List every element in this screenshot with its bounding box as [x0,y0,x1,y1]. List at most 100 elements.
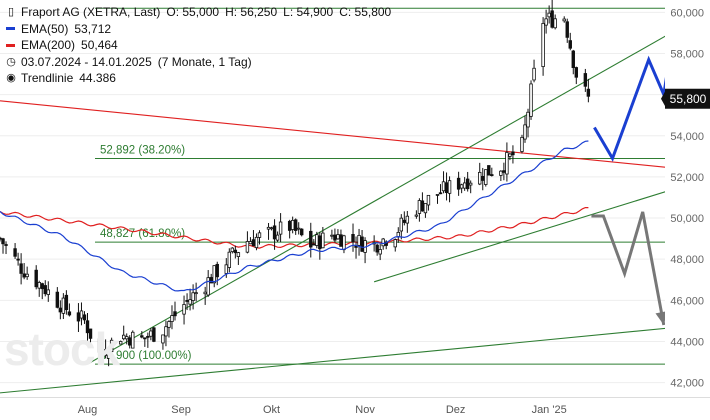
candle-body [414,214,419,217]
candle-body [315,234,319,246]
candle-body [333,234,337,241]
candle-body [481,175,485,181]
candle-body [526,111,530,128]
candle-body [209,277,213,284]
candle-body [22,273,26,278]
candle-body [16,258,20,261]
candle-body [586,88,591,97]
y-tick-label: 42,000 [670,378,704,390]
candle-body [438,192,443,195]
trendline-value: 44.386 [79,71,116,85]
candle-body [459,184,464,189]
candle-body [393,239,397,248]
candlestick-icon: ▯ [7,6,15,18]
candle-body [25,273,29,278]
last-price-marker: 55,800 [661,88,710,109]
candle-body [375,244,379,253]
legend-ema200: EMA(200) 50,464 [6,37,391,54]
y-axis-background [665,0,710,420]
last-price-label: 55,800 [670,92,707,106]
candle-body [236,252,241,257]
date-range: 03.07.2024 - 14.01.2025 [21,54,152,69]
candle-body [499,170,503,176]
candle-body [149,330,153,337]
trendline-dot-icon: ◉ [6,72,16,84]
candle-body [462,182,467,189]
candle-body [487,165,491,176]
candle-body [300,228,304,236]
candle-body [140,335,144,338]
candle-body [164,326,168,337]
ema200-swatch [6,43,15,47]
x-axis: Aug Sep Okt Nov Dez Jan '25 [0,397,710,416]
candle-body [106,354,111,359]
candle-body [131,331,135,349]
candle-body [309,230,313,248]
high-value: H: 56,250 [225,5,278,19]
close-value: C: 55,800 [339,5,392,19]
candle-body [266,226,271,230]
y-tick-label: 46,000 [670,295,704,307]
candle-body [224,264,228,274]
candle-body [0,237,2,240]
candle-series [0,0,591,367]
candle-body [336,234,340,240]
candle-body [37,282,41,289]
candle-body [529,83,533,117]
x-tick-label: Okt [263,404,280,416]
candle-body [13,248,17,257]
ema200-line [0,207,589,249]
trendline [0,100,701,172]
instrument-title: Fraport AG (XETRA, Last) [21,5,161,19]
candle-body [85,320,90,334]
x-tick-label: Dez [446,404,466,416]
candle-body [423,203,428,214]
fibonacci-levels: 52,892 (38.20%) 48,827 (61.80%) 42,900 (10… [95,7,695,365]
candle-body [248,241,253,245]
ema50-line [0,140,589,292]
candle-body [122,334,126,340]
candle-body [254,236,259,249]
candle-body [417,200,422,214]
legend-trendline: ◉ Trendlinie 44.386 [6,70,391,87]
candle-body [143,337,147,340]
candle-body [550,10,554,28]
fib-label: 42,900 (100.00%) [100,350,192,362]
fib-label: 52,892 (38.20%) [100,145,185,157]
last-price-pointer [661,89,666,108]
candle-body [435,194,440,196]
candle-body [484,169,488,185]
candle-body [318,235,322,250]
candle-body [330,234,334,237]
x-tick-label: Sep [171,404,191,416]
candle-body [272,225,277,240]
y-tick-label: 50,000 [670,213,704,225]
y-tick-label: 60,000 [670,7,704,19]
candle-body [233,249,238,254]
candle-body [152,327,156,342]
y-tick-label: 54,000 [670,131,704,143]
candle-body [381,238,385,247]
candle-body [360,236,364,252]
candle-body [287,220,292,231]
candle-body [568,40,572,49]
candle-body [230,247,235,253]
candle-body [278,221,283,235]
candle-body [88,328,93,339]
candle-body [97,338,102,353]
candle-body [212,265,216,284]
candle-body [67,311,72,316]
candle-body [490,174,494,176]
ema50-series [0,140,589,292]
x-tick-label: Jan '25 [532,404,567,416]
candle-body [182,304,186,315]
candle-body [342,235,346,251]
candle-body [426,194,431,206]
trendline [87,15,701,365]
y-tick-label: 44,000 [670,336,704,348]
ema200-name: EMA(200) [21,38,76,52]
candle-body [402,219,407,223]
candle-body [194,292,198,295]
candle-body [206,277,210,296]
